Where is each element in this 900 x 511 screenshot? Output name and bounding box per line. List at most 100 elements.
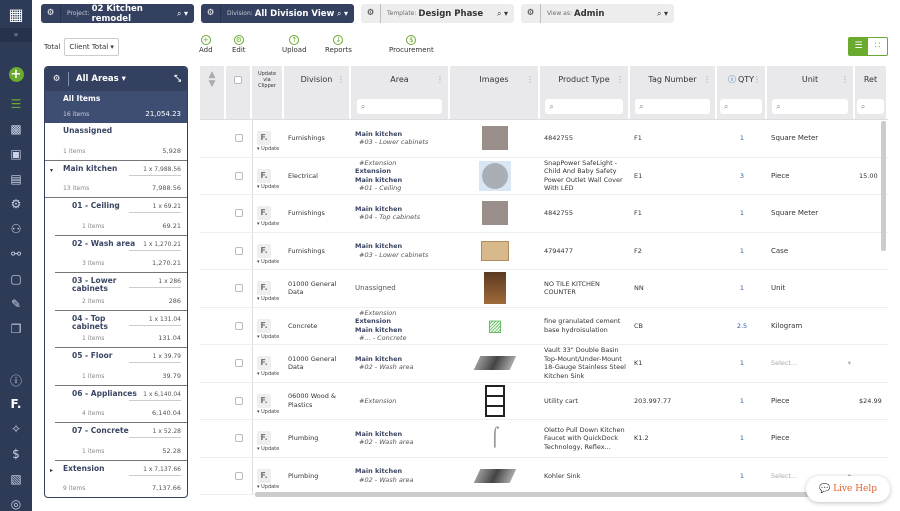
template-dropdown[interactable]: ⚙ Template: Design Phase ⌕ ▾ bbox=[361, 4, 514, 23]
product-image[interactable] bbox=[473, 356, 517, 371]
table-row[interactable]: F. ▾ Update 06000 Wood & Plastics #Extensio… bbox=[200, 382, 888, 420]
horizontal-scrollbar[interactable] bbox=[255, 492, 885, 497]
clipper-icon[interactable]: F. bbox=[257, 243, 271, 258]
product-image[interactable] bbox=[481, 240, 509, 261]
clipper-icon[interactable]: F. bbox=[257, 206, 271, 221]
upload-button[interactable]: ↑ Upload bbox=[282, 35, 307, 54]
column-header[interactable]: ⓘ QTY ⋮ bbox=[717, 66, 767, 93]
column-menu-icon[interactable]: ⋮ bbox=[703, 75, 711, 84]
product-image[interactable] bbox=[473, 468, 517, 483]
profile-icon[interactable]: ◎ bbox=[10, 497, 22, 511]
unit-select[interactable]: Select...▾ bbox=[771, 472, 851, 481]
clipper-icon[interactable]: F. bbox=[257, 356, 271, 371]
add-icon[interactable]: + bbox=[0, 67, 32, 82]
dashboard-icon[interactable]: ▣ bbox=[10, 147, 22, 161]
qty-value[interactable]: 1 bbox=[739, 284, 745, 292]
column-filter-input[interactable]: ⌕ bbox=[719, 98, 763, 114]
update-toggle[interactable]: ▾ Update bbox=[257, 221, 280, 227]
floorplan-icon[interactable]: ▩ bbox=[10, 122, 22, 136]
qty-value[interactable]: 1 bbox=[739, 434, 745, 442]
column-filter-input[interactable]: ⌕ bbox=[356, 98, 443, 114]
table-row[interactable]: F. ▾ Update Plumbing Main kitchen #02 - Wash… bbox=[200, 420, 888, 458]
add-button[interactable]: + Add bbox=[199, 35, 213, 54]
expand-caret-icon[interactable]: ▸ bbox=[50, 466, 54, 474]
list-view-button[interactable]: ☰ bbox=[849, 38, 868, 55]
area-item[interactable]: 07 - Concrete 1 items 1 x 52.28 52.28 bbox=[55, 423, 187, 461]
copy-icon[interactable]: ❐ bbox=[10, 322, 22, 336]
qty-value[interactable]: 1 bbox=[739, 246, 745, 255]
product-image[interactable]: ▨ bbox=[487, 315, 503, 335]
users-icon[interactable]: ⚇ bbox=[10, 222, 22, 236]
clipper-icon[interactable]: F. bbox=[257, 168, 271, 183]
column-header[interactable]: ▲ ▼ bbox=[200, 66, 226, 93]
table-row[interactable]: F. ▾ Update Plumbing Main kitchen #02 - Wash… bbox=[200, 457, 888, 495]
table-row[interactable]: F. ▾ Update Furnishings Main kitchen #03 - L… bbox=[200, 120, 888, 158]
clipper-icon[interactable]: F. bbox=[257, 431, 271, 446]
row-checkbox[interactable] bbox=[235, 359, 243, 368]
column-header[interactable]: Images ⋮ bbox=[450, 66, 540, 93]
column-header[interactable]: Product Type ⋮ bbox=[540, 66, 630, 93]
row-checkbox[interactable] bbox=[235, 471, 243, 480]
update-toggle[interactable]: ▾ Update bbox=[257, 296, 280, 302]
row-checkbox[interactable] bbox=[235, 171, 243, 180]
row-checkbox[interactable] bbox=[235, 134, 243, 143]
expand-caret-icon[interactable]: ▾ bbox=[50, 166, 54, 174]
table-row[interactable]: F. ▾ Update Furnishings Main kitchen #03 - L… bbox=[200, 232, 888, 270]
column-header[interactable]: Ret bbox=[855, 66, 888, 93]
qty-value[interactable]: 1 bbox=[739, 359, 745, 367]
area-item[interactable]: 03 - Lower cabinets 2 items 1 x 286 286 bbox=[55, 273, 187, 311]
unit-select[interactable]: Select...▾ bbox=[771, 359, 851, 367]
area-item[interactable]: 01 - Ceiling 1 items 1 x 69.21 69.21 bbox=[55, 198, 187, 236]
update-toggle[interactable]: ▾ Update bbox=[257, 146, 280, 152]
qty-value[interactable]: 1 bbox=[739, 471, 745, 480]
clipper-icon[interactable]: F. bbox=[257, 131, 271, 146]
qty-value[interactable]: 1 bbox=[739, 396, 745, 405]
grid-view-button[interactable]: ∷ bbox=[874, 41, 881, 51]
dollar-icon[interactable]: $ bbox=[12, 447, 20, 461]
gear-icon[interactable]: ⚙ bbox=[45, 72, 69, 86]
update-toggle[interactable]: ▾ Update bbox=[257, 483, 280, 490]
clipper-icon[interactable]: F. bbox=[257, 318, 271, 333]
view-as-dropdown[interactable]: ⚙ View as: Admin ⌕ ▾ bbox=[521, 4, 674, 23]
clipper-icon[interactable]: F. bbox=[10, 397, 22, 411]
qty-value[interactable]: 1 bbox=[739, 209, 745, 217]
column-header[interactable]: Unit ⋮ bbox=[767, 66, 855, 93]
table-row[interactable]: F. ▾ Update Electrical #Extension Extension M… bbox=[200, 157, 888, 195]
expand-sidebar-button[interactable]: » bbox=[0, 28, 32, 42]
share-icon[interactable]: ⚯ bbox=[10, 247, 22, 261]
update-toggle[interactable]: ▾ Update bbox=[257, 408, 280, 415]
report-icon[interactable]: ▧ bbox=[10, 472, 22, 486]
column-menu-icon[interactable]: ⋮ bbox=[616, 75, 624, 84]
areas-dropdown[interactable]: All Areas ▾ bbox=[76, 74, 126, 84]
settings-icon[interactable]: ⚙ bbox=[10, 197, 22, 211]
column-header[interactable]: Division ⋮ bbox=[284, 66, 351, 93]
area-item[interactable]: 06 - Appliances 4 items 1 x 6,140.04 6,140.… bbox=[55, 386, 187, 423]
table-row[interactable]: F. ▾ Update 01000 General Data Main kitchen… bbox=[200, 345, 888, 383]
column-menu-icon[interactable]: ⋮ bbox=[526, 75, 534, 84]
update-toggle[interactable]: ▾ Update bbox=[257, 446, 280, 452]
edit-button[interactable]: ⚙ Edit bbox=[232, 35, 246, 54]
select-all-checkbox[interactable] bbox=[234, 75, 242, 84]
contact-icon[interactable]: ▢ bbox=[10, 272, 22, 286]
total-dropdown[interactable]: Client Total ▾ bbox=[64, 38, 119, 56]
column-menu-icon[interactable]: ⋮ bbox=[841, 75, 849, 84]
edit-icon[interactable]: ✎ bbox=[10, 297, 22, 311]
clipper-icon[interactable]: F. bbox=[257, 281, 271, 296]
column-menu-icon[interactable]: ⋮ bbox=[436, 75, 444, 84]
product-image[interactable] bbox=[484, 272, 506, 305]
qty-value[interactable]: 1 bbox=[739, 134, 745, 142]
column-header[interactable]: Update via Clipper bbox=[252, 66, 284, 93]
update-toggle[interactable]: ▾ Update bbox=[257, 258, 280, 265]
column-menu-icon[interactable]: ⋮ bbox=[753, 75, 761, 84]
project-dropdown[interactable]: ⚙ Project: 02 Kitchen remodel ⌕ ▾ bbox=[41, 4, 194, 24]
reports-button[interactable]: ↓ Reports bbox=[325, 35, 352, 54]
procurement-button[interactable]: $ Procurement bbox=[389, 35, 434, 54]
clipper-icon[interactable]: F. bbox=[257, 468, 271, 483]
area-item[interactable]: All Items 16 items 21,054.23 bbox=[45, 91, 187, 123]
qty-value[interactable]: 3 bbox=[739, 171, 745, 180]
column-header[interactable] bbox=[226, 66, 252, 93]
column-header[interactable]: Tag Number ⋮ bbox=[630, 66, 717, 93]
clipper-icon[interactable]: F. bbox=[257, 393, 271, 408]
vertical-scrollbar[interactable] bbox=[881, 121, 886, 251]
area-item[interactable]: ▸ Extension 9 items 1 x 7,137.66 7,137.66 bbox=[45, 461, 187, 498]
